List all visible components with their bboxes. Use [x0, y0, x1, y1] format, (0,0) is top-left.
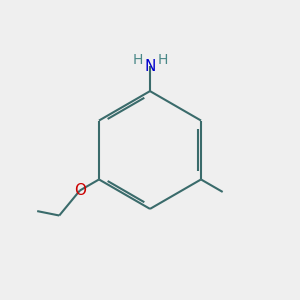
Text: O: O: [74, 183, 86, 198]
Text: N: N: [144, 58, 156, 74]
Text: H: H: [132, 52, 143, 67]
Text: H: H: [157, 52, 168, 67]
